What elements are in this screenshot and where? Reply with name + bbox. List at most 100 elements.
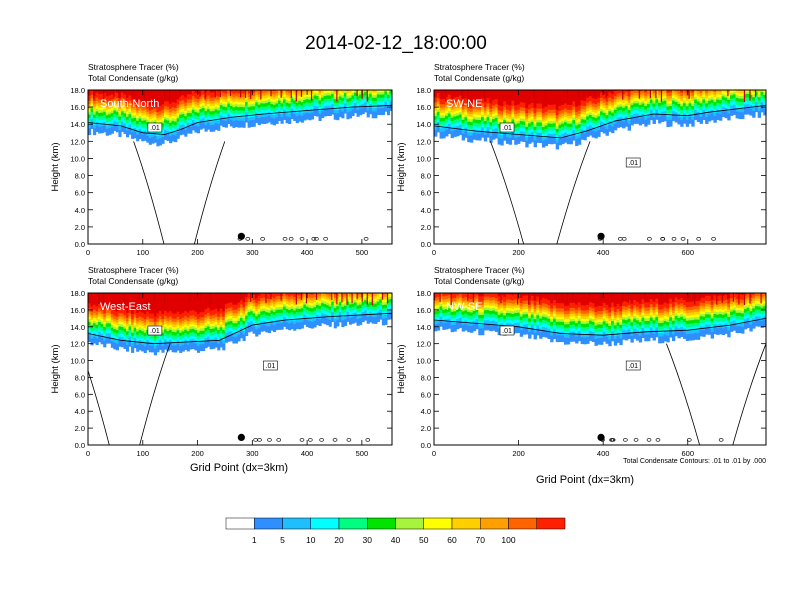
colorbar-swatch [254,517,283,530]
cloud-contour [276,438,282,442]
cloud-contour [696,237,702,241]
colorbar-swatch [395,517,424,530]
colorbar-label: 20 [334,535,344,545]
y-tick-label: 16.0 [416,306,431,315]
y-tick-label: 0.0 [421,441,431,450]
y-tick-label: 6.0 [421,189,431,198]
x-tick-label: 400 [301,248,314,257]
cloud-contour [267,438,272,442]
cloud-contour [365,438,371,442]
y-tick-label: 6.0 [421,390,431,399]
panel-title-tracer: Stratosphere Tracer (%) [88,265,179,275]
panel-name: West-East [100,301,151,313]
colorbar-swatch [536,517,566,530]
cloud-contour [260,237,265,241]
colorbar-label: 10 [306,535,316,545]
colorbar-label: 30 [363,535,373,545]
x-tick-label: 0 [86,449,90,458]
y-axis-label: Height (km) [50,142,61,191]
panel-nw-se: Stratosphere Tracer (%)Total Condensate … [396,265,767,458]
y-axis-label: Height (km) [396,344,407,393]
x-tick-label: 400 [597,248,610,257]
condensate-contour [434,317,766,336]
panel-sw-ne: Stratosphere Tracer (%)Total Condensate … [396,62,767,257]
panel-west-east: Stratosphere Tracer (%)Total Condensate … [50,265,393,458]
colorbar-swatch [338,517,368,530]
x-tick-label: 0 [86,248,90,257]
cloud-contour [686,438,692,442]
cloud-contour [323,237,328,241]
y-tick-label: 0.0 [421,240,431,249]
y-tick-label: 16.0 [70,306,85,315]
x-tick-label: 400 [301,449,314,458]
y-tick-label: 8.0 [421,373,431,382]
colorbar-label: 5 [280,535,285,545]
y-tick-label: 6.0 [75,390,85,399]
cloud-contour [332,438,338,442]
cloud-contour [617,237,623,241]
y-tick-label: 16.0 [416,103,431,112]
y-tick-label: 4.0 [75,407,85,416]
colorbar-label: 40 [391,535,401,545]
x-tick-label: 100 [137,449,150,458]
location-marker [597,232,605,240]
colorbar-swatch [225,517,255,530]
colorbar-swatch [480,517,509,530]
y-tick-label: 18.0 [416,289,431,298]
tracer-field [434,90,766,244]
contour-label: .01 [502,328,512,335]
plume-contour [133,141,226,244]
panel-south-north: Stratosphere Tracer (%)Total Condensate … [50,62,393,257]
x-tick-label: 500 [356,449,369,458]
plot-frame [433,89,767,245]
panel-title-condensate: Total Condensate (g/kg) [88,276,178,286]
x-tick-label: 200 [191,449,204,458]
x-tick-label: 300 [246,248,259,257]
contour-label: .01 [266,363,276,370]
y-tick-label: 12.0 [416,340,431,349]
colorbar: 1 5 10 20 30 40 50 60 70 100 [225,517,566,545]
tracer-field [434,293,766,445]
y-tick-label: 4.0 [75,206,85,215]
cloud-contour [610,438,616,442]
cloud-contour [363,237,369,241]
y-tick-label: 12.0 [70,137,85,146]
cloud-contour [718,438,724,442]
plot-frame [433,292,767,446]
location-marker [237,433,245,441]
plume-contour [490,141,591,244]
y-tick-label: 12.0 [416,137,431,146]
cloud-contour [621,237,627,241]
y-tick-label: 0.0 [75,441,85,450]
x-tick-label: 0 [432,449,436,458]
cloud-contour [253,438,258,442]
x-axis-label-right: Grid Point (dx=3km) [536,474,634,486]
panel-title-tracer: Stratosphere Tracer (%) [88,62,179,72]
y-tick-label: 2.0 [421,424,431,433]
y-tick-label: 8.0 [421,172,431,181]
x-tick-label: 100 [137,248,150,257]
y-tick-label: 0.0 [75,240,85,249]
x-tick-label: 600 [682,449,695,458]
location-marker [237,232,245,240]
colorbar-label: 60 [447,535,457,545]
colorbar-swatch [282,517,311,530]
location-marker [597,433,605,441]
colorbar-label: 50 [419,535,429,545]
x-tick-label: 200 [191,248,204,257]
plot-frame [87,89,393,245]
x-tick-label: 300 [246,449,259,458]
panel-title-tracer: Stratosphere Tracer (%) [434,62,525,72]
cloud-contour [299,237,305,241]
cloud-contour [282,237,288,241]
y-tick-label: 2.0 [421,223,431,232]
contour-note: Total Condensate Contours: .01 to .01 by… [623,458,766,465]
colorbar-swatch [310,517,340,530]
cloud-contour [319,438,324,442]
cloud-contour [623,438,628,442]
x-tick-label: 0 [432,248,436,257]
colorbar-label: 70 [476,535,486,545]
y-tick-label: 10.0 [70,154,85,163]
panel-title-condensate: Total Condensate (g/kg) [434,73,524,83]
